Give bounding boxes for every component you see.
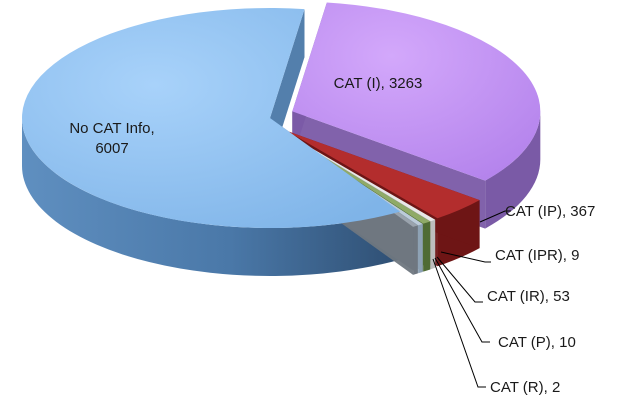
data-label-1: CAT (IP), 367 [505,203,595,220]
leader-line-5 [432,258,486,388]
data-label-line: CAT (IP), 367 [505,203,595,220]
data-label-line: CAT (P), 10 [498,334,576,351]
data-label-2: CAT (IPR), 9 [495,247,579,264]
data-label-line: CAT (IR), 53 [487,288,570,305]
leader-line-4 [434,257,490,343]
leader-line-1 [479,210,511,223]
data-label-6: No CAT Info, 6007 [69,120,154,157]
pie-slice-tops [21,2,541,228]
data-label-line: CAT (IPR), 9 [495,247,579,264]
pie-slice-0 [292,2,541,181]
pie-slice-6 [21,7,401,228]
data-label-5: CAT (R), 2 [490,379,560,396]
pie-slice-2 [284,132,436,222]
data-label-0: CAT (I), 3263 [334,75,423,92]
data-label-line: CAT (I), 3263 [334,75,423,92]
data-label-line: No CAT Info, [69,120,154,137]
data-label-line: 6007 [95,140,128,157]
data-label-4: CAT (P), 10 [498,334,576,351]
leader-line-2 [440,251,491,263]
data-label-line: CAT (R), 2 [490,379,560,396]
leader-line-3 [436,256,483,303]
data-label-3: CAT (IR), 53 [487,288,570,305]
data-labels: CAT (I), 3263 CAT (IP), 367 CAT (IPR), 9 CA… [69,75,595,396]
pie-slice-1 [286,130,480,219]
pie-slice-side-0 [485,111,541,229]
leader-lines [432,210,511,388]
pie-slice-side-6 [22,118,401,276]
